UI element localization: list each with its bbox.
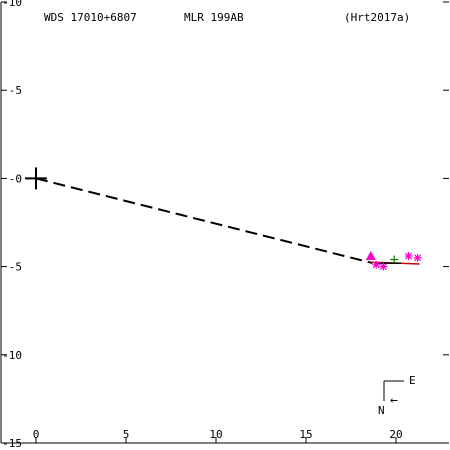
- y-tick-label: -5: [9, 261, 22, 274]
- axis-tick-labels: 0 5 10 15 20 -10 -5 -0 -5 -10 -15: [2, 0, 403, 450]
- y-tick-label: -10: [2, 349, 22, 362]
- observation-star-point: [372, 260, 381, 269]
- star-stroke: [379, 263, 387, 271]
- dashed-orbit-line: [35, 177, 373, 265]
- observation-star-point: [413, 253, 422, 262]
- compass-north-label: N: [378, 404, 385, 417]
- compass-arrow-icon: ←: [390, 393, 398, 408]
- y-tick-label: -15: [2, 437, 22, 450]
- plot-data: [25, 167, 422, 271]
- x-tick-label: 0: [33, 428, 40, 441]
- compass-east-label: E: [409, 374, 416, 387]
- observation-star-point: [379, 262, 388, 271]
- x-tick-label: 20: [389, 428, 402, 441]
- header-left: WDS 17010+6807: [44, 11, 137, 24]
- x-tick-label: 15: [299, 428, 312, 441]
- header-right: (Hrt2017a): [344, 11, 410, 24]
- y-tick-label: -10: [2, 0, 22, 9]
- header-center: MLR 199AB: [184, 11, 244, 24]
- compass-rose: E N ←: [378, 374, 416, 417]
- observation-plus-point: [390, 255, 399, 264]
- star-stroke: [405, 252, 413, 260]
- y-tick-label: -0: [9, 172, 22, 185]
- x-tick-label: 5: [123, 428, 130, 441]
- observation-triangle-point: [365, 251, 376, 261]
- star-stroke: [414, 254, 422, 262]
- y-tick-label: -5: [9, 84, 22, 97]
- x-tick-label: 10: [209, 428, 222, 441]
- observation-star-point: [404, 252, 413, 261]
- star-stroke: [372, 261, 380, 269]
